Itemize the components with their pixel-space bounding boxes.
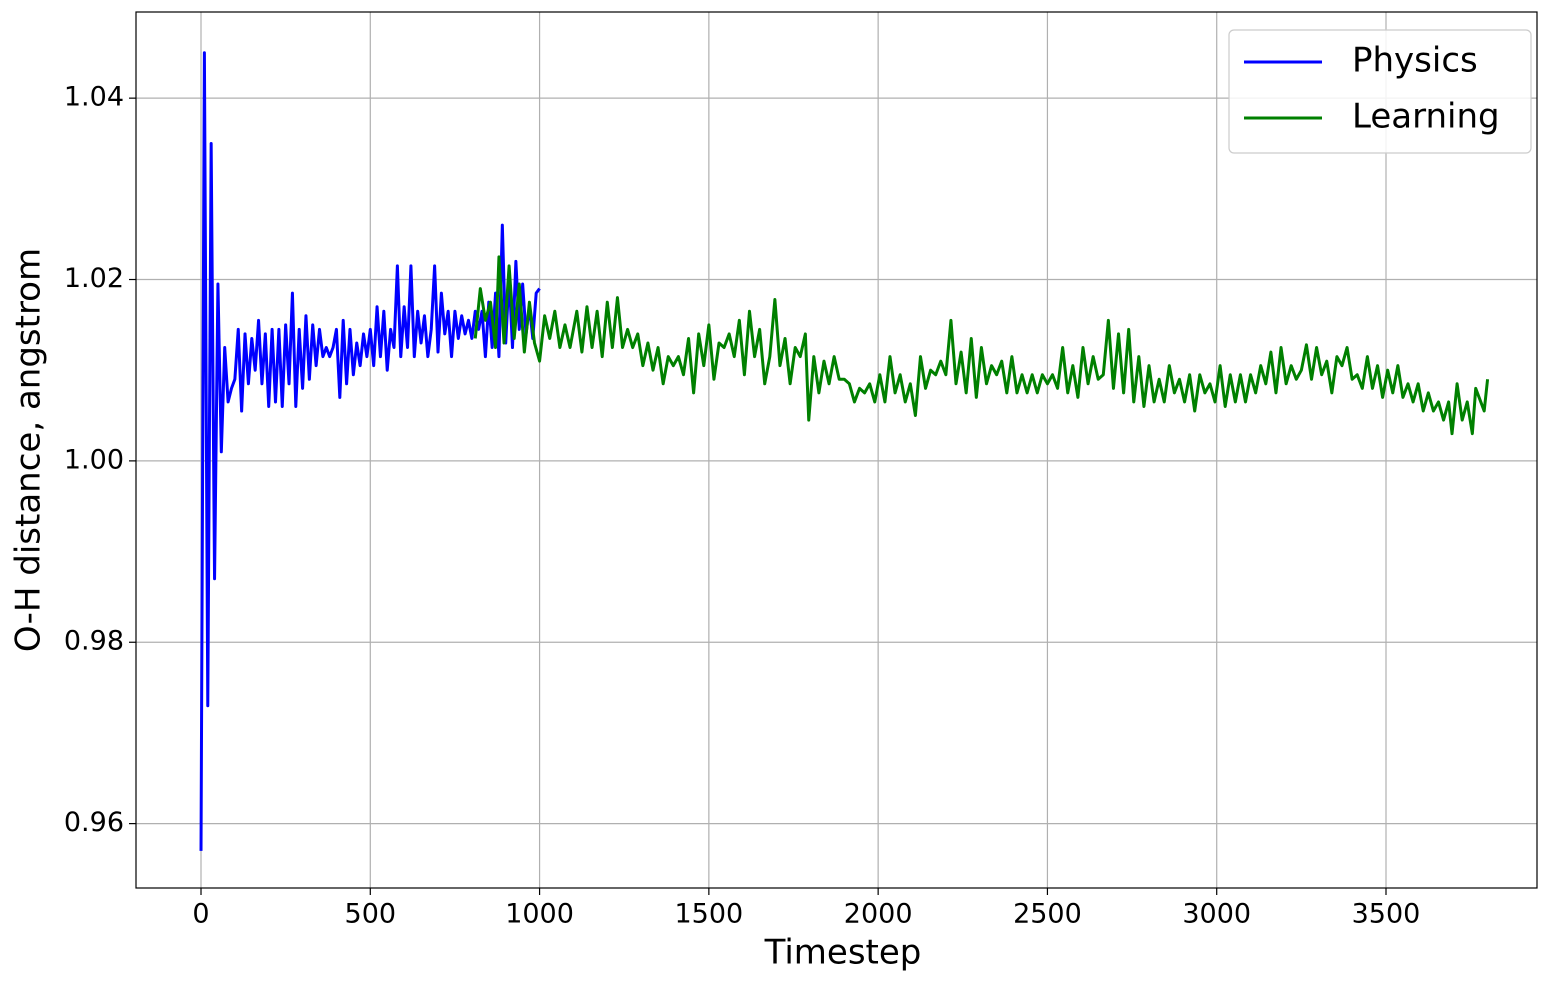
x-tick-label: 1500 [675,899,744,930]
legend-label: Learning [1352,97,1500,137]
legend-label: Physics [1352,41,1478,81]
x-tick-label: 2000 [844,899,913,930]
plot-frame [135,11,1538,889]
y-tick-label: 1.04 [64,82,124,113]
y-tick-label: 1.00 [64,444,124,475]
y-tick-label: 1.02 [64,263,124,294]
x-tick-label: 1000 [505,899,574,930]
x-tick-label: 500 [345,899,397,930]
y-tick-label: 0.96 [64,807,124,838]
x-tick-label: 3500 [1352,899,1421,930]
x-tick-label: 3000 [1182,899,1251,930]
x-tick-label: 2500 [1013,899,1082,930]
y-axis-label: O-H distance, angstrom [9,248,49,652]
x-tick-label: 0 [192,899,209,930]
y-tick-label: 0.98 [64,626,124,657]
x-axis-label: Timestep [764,933,922,973]
series-line [199,51,541,851]
series-line [473,255,1490,436]
